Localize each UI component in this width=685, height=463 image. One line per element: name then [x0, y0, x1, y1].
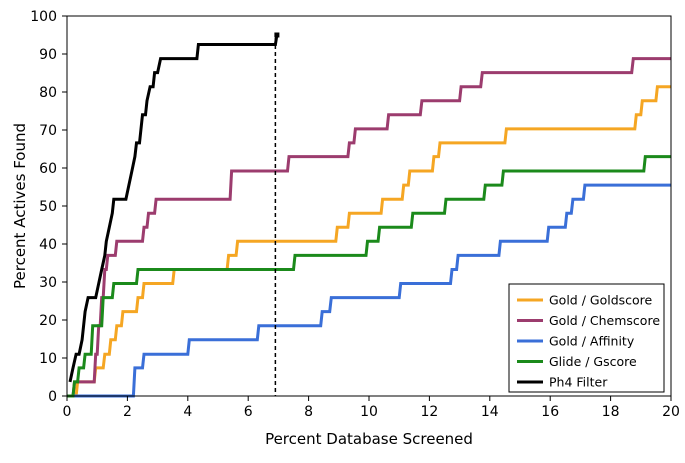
x-tick-label: 4	[183, 404, 192, 420]
legend-label: Glide / Gscore	[549, 354, 637, 369]
x-tick-label: 10	[360, 404, 378, 420]
x-axis: 0 2 4 6 8 10 12 14 16 18 20	[63, 396, 680, 420]
series-line-gold-goldscore	[67, 85, 671, 398]
y-tick-label: 90	[39, 47, 57, 63]
series-lines	[67, 32, 671, 398]
x-tick-label: 6	[244, 404, 253, 420]
y-tick-label: 40	[39, 237, 57, 253]
y-tick-label: 50	[39, 199, 57, 215]
x-tick-label: 18	[602, 404, 620, 420]
x-tick-label: 12	[420, 404, 438, 420]
legend-box	[508, 283, 665, 393]
series-line-glide-gscore	[67, 155, 671, 398]
series-line-gold-affinity	[67, 183, 671, 398]
y-tick-label: 10	[39, 351, 57, 367]
x-tick-label: 2	[123, 404, 132, 420]
legend-label: Ph4 Filter	[549, 375, 608, 390]
y-axis-title: Percent Actives Found	[11, 123, 29, 289]
x-tick-label: 14	[481, 404, 499, 420]
legend: Gold / Goldscore Gold / Chemscore Gold / A…	[508, 283, 665, 393]
x-tick-label: 16	[541, 404, 559, 420]
y-tick-label: 0	[48, 389, 57, 405]
y-tick-label: 70	[39, 123, 57, 139]
legend-label: Gold / Chemscore	[549, 313, 660, 328]
series-line-ph4-filter	[68, 34, 279, 383]
legend-label: Gold / Goldscore	[549, 293, 653, 308]
x-tick-label: 0	[63, 404, 72, 420]
x-tick-label: 20	[662, 404, 680, 420]
legend-label: Gold / Affinity	[549, 334, 635, 349]
x-tick-label: 8	[304, 404, 313, 420]
x-axis-title: Percent Database Screened	[265, 430, 473, 448]
ph4-end-marker	[274, 32, 280, 38]
y-tick-label: 20	[39, 313, 57, 329]
y-tick-label: 60	[39, 161, 57, 177]
y-tick-label: 80	[39, 85, 57, 101]
y-tick-label: 30	[39, 275, 57, 291]
y-axis: 0 10 20 30 40 50 60 70 80 90 100	[30, 9, 67, 405]
y-tick-label: 100	[30, 9, 57, 25]
